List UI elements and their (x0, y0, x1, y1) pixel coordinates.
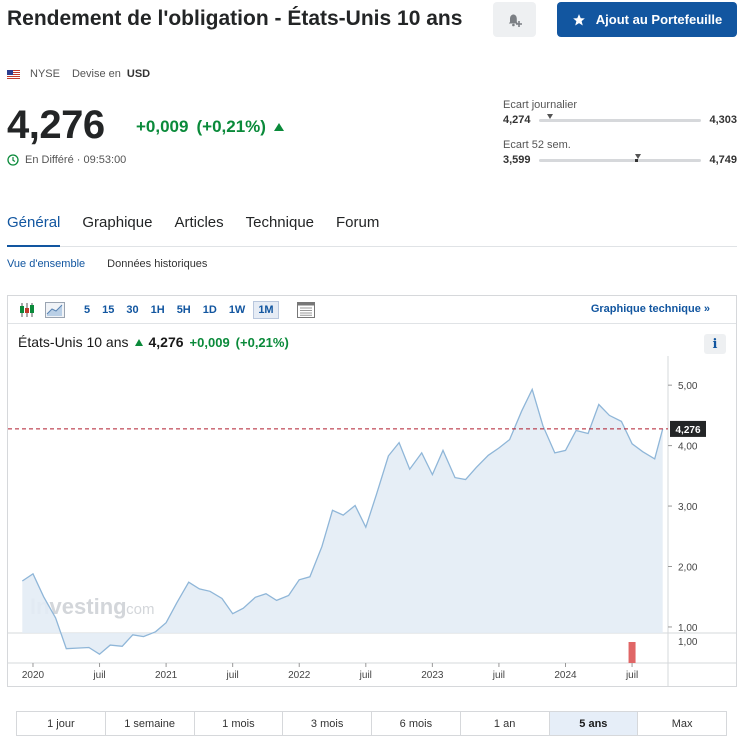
interval-1d[interactable]: 1D (202, 303, 217, 316)
period-3-months[interactable]: 3 mois (283, 712, 372, 735)
exchange-name: NYSE (30, 68, 60, 80)
add-to-portfolio-button[interactable]: Ajout au Portefeuille (557, 2, 737, 37)
currency-value: USD (126, 68, 151, 80)
period-1-week[interactable]: 1 semaine (106, 712, 195, 735)
x-tick-label-0: 2020 (22, 670, 45, 681)
add-to-portfolio-label: Ajout au Portefeuille (595, 12, 723, 27)
page-title: Rendement de l'obligation - États-Unis 1… (7, 7, 463, 30)
daily-range-marker (546, 113, 553, 119)
subtab-overview[interactable]: Vue d'ensemble (7, 258, 86, 270)
interval-5h[interactable]: 5H (176, 303, 191, 316)
x-tick-label-6: 2023 (421, 670, 444, 681)
change-percent: (+0,21%) (196, 117, 266, 136)
bell-plus-icon (508, 14, 522, 27)
interval-1m[interactable]: 1M (253, 300, 279, 319)
period-1-year[interactable]: 1 an (461, 712, 550, 735)
period-max[interactable]: Max (671, 717, 693, 730)
star-icon (572, 13, 585, 26)
x-tick-label-8: 2024 (554, 670, 577, 681)
week52-range-marker (634, 153, 641, 159)
interval-5[interactable]: 5 (84, 303, 91, 316)
period-selector: 1 jour 1 semaine 1 mois 3 mois 6 mois 1 … (16, 711, 727, 736)
chart-change-value: +0,009 (189, 334, 230, 350)
price-chart[interactable]: 5,00 4,00 3,00 2,00 1,00 1,00 2020 juil 2021 juil… (8, 356, 736, 686)
week52-range: Ecart 52 sem. 3,599 4,749 (503, 139, 737, 166)
chart-instrument-name: États-Unis 10 ans (18, 334, 129, 350)
daily-range-label: Ecart journalier (503, 99, 577, 111)
period-1-month[interactable]: 1 mois (195, 712, 284, 735)
week52-range-high: 4,749 (709, 154, 737, 166)
chart-panel: 5 15 30 1H 5H 1D 1W 1M Graphique techniq… (7, 295, 737, 687)
week52-range-label: Ecart 52 sem. (503, 139, 571, 151)
y-tick-label-1: 4,00 (678, 442, 698, 453)
area-chart-icon[interactable] (44, 301, 66, 319)
subtab-historical-data[interactable]: Données historiques (107, 258, 208, 270)
x-tick-label-4: 2022 (288, 670, 311, 681)
us-flag-icon (7, 69, 20, 79)
daily-range-bar (538, 113, 702, 122)
interval-1h[interactable]: 1H (150, 303, 165, 316)
y-tick-label-0: 5,00 (678, 381, 698, 392)
daily-range: Ecart journalier 4,274 4,303 (503, 99, 737, 126)
tab-forum[interactable]: Forum (336, 214, 380, 231)
x-tick-label-2: 2021 (155, 670, 178, 681)
technical-chart-link[interactable]: Graphique technique » (590, 303, 710, 315)
table-view-icon[interactable] (295, 301, 317, 319)
alert-button[interactable] (493, 2, 536, 37)
info-button[interactable]: i (704, 334, 726, 354)
price-change: +0,009 (+0,21%) (136, 117, 284, 137)
delay-text: En Différé · 09:53:00 (25, 154, 127, 166)
x-tick-label-7: juil (492, 670, 505, 681)
interval-30[interactable]: 30 (126, 303, 139, 316)
main-tabs: Général Graphique Articles Technique For… (7, 212, 737, 247)
x-tick-label-3: juil (226, 670, 239, 681)
current-value-badge (670, 420, 706, 437)
week52-range-bar (538, 153, 702, 162)
chart-toolbar: 5 15 30 1H 5H 1D 1W 1M Graphique techniq… (8, 296, 736, 324)
chart-up-arrow-icon (134, 338, 143, 346)
interval-1w[interactable]: 1W (228, 303, 246, 316)
daily-range-high: 4,303 (709, 114, 737, 126)
week52-range-low: 3,599 (503, 154, 531, 166)
tab-articles[interactable]: Articles (174, 214, 224, 231)
sub-tabs: Vue d'ensemble Données historiques (7, 258, 207, 270)
investing-watermark-suffix: .com (122, 601, 155, 618)
daily-range-low: 4,274 (503, 114, 531, 126)
current-value-label: 4,276 (675, 425, 700, 436)
last-price: 4,276 (7, 103, 105, 147)
instrument-meta: NYSE Devise en USD (7, 68, 150, 80)
up-arrow-icon (273, 123, 284, 131)
y-tick-label-3: 2,00 (678, 563, 698, 574)
period-5-years[interactable]: 5 ans (549, 712, 639, 735)
series-area (22, 389, 663, 655)
volume-tick-label: 1,00 (678, 637, 698, 648)
series-line (21, 387, 664, 656)
week52-range-current (634, 158, 638, 162)
chart-header: États-Unis 10 ans 4,276 +0,009 (+0,21%) (18, 334, 289, 350)
x-tick-label-5: juil (359, 670, 372, 681)
tab-general[interactable]: Général (7, 212, 61, 247)
period-1-day[interactable]: 1 jour (17, 712, 106, 735)
interval-15[interactable]: 15 (102, 303, 115, 316)
volume-bar (628, 642, 636, 663)
currency-label: Devise en (71, 68, 121, 80)
tab-chart[interactable]: Graphique (82, 214, 153, 231)
clock-icon (7, 154, 19, 166)
delay-status: En Différé · 09:53:00 (7, 154, 126, 166)
y-tick-label-4: 1,00 (678, 623, 698, 634)
tab-technical[interactable]: Technique (245, 214, 315, 231)
candlestick-icon[interactable] (16, 301, 38, 319)
x-tick-label-1: juil (92, 670, 105, 681)
chart-change-percent: (+0,21%) (235, 334, 289, 350)
y-tick-label-2: 3,00 (678, 502, 698, 513)
chart-last-value: 4,276 (148, 334, 184, 350)
change-value: +0,009 (136, 117, 189, 136)
period-6-months[interactable]: 6 mois (372, 712, 461, 735)
x-tick-label-9: juil (625, 670, 638, 681)
